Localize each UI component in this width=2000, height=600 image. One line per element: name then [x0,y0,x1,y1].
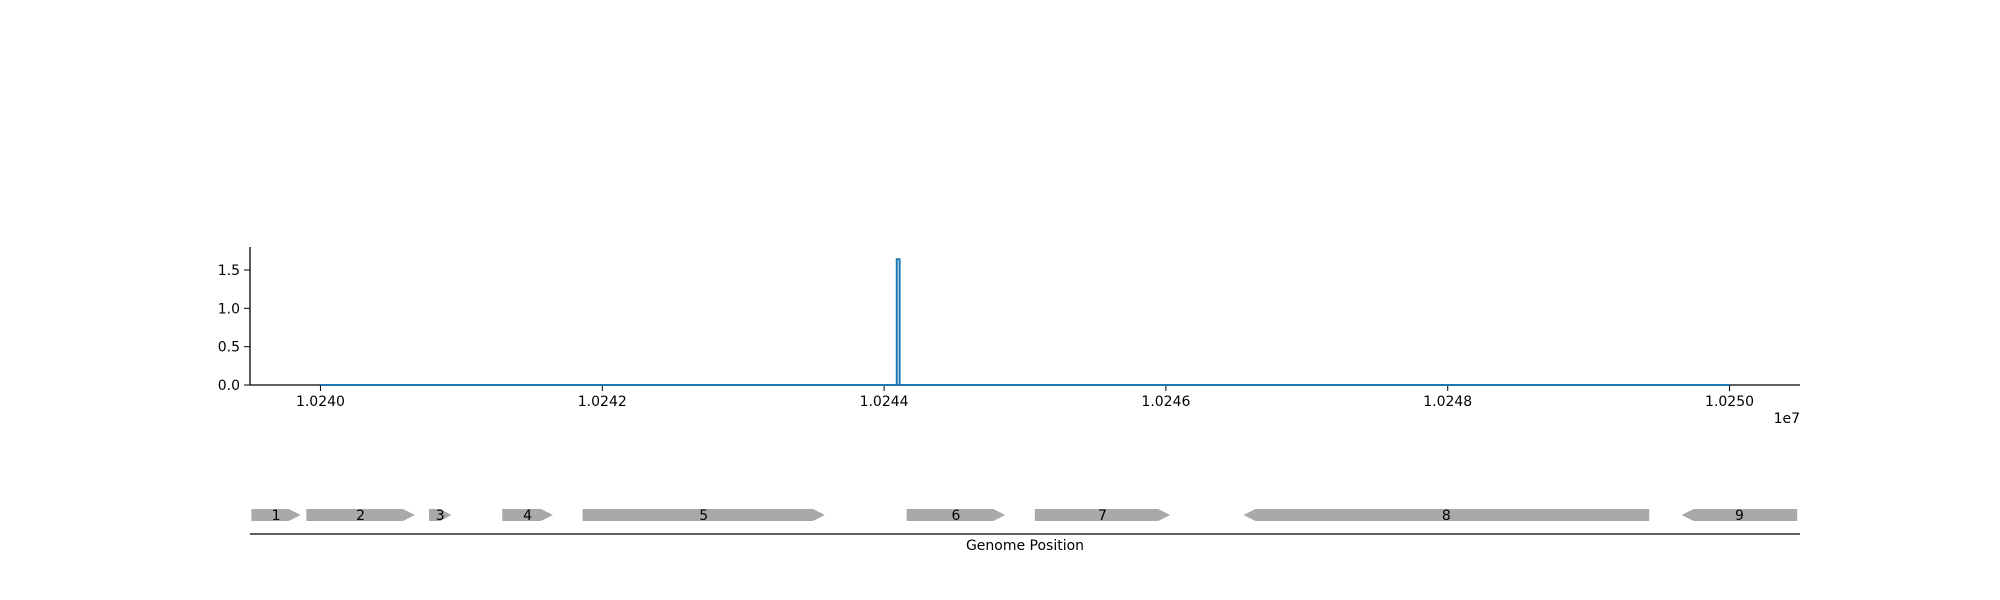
series-group [320,258,1730,386]
gene-track-xlabel: Genome Position [966,538,1084,554]
x-tick-label: 1.0248 [1423,394,1472,410]
coverage-line [320,258,1730,386]
x-tick-label: 1.0244 [860,394,909,410]
gene-label: 2 [356,508,365,524]
gene-label: 7 [1098,508,1107,524]
gene-arrow [251,509,301,521]
y-tick-label: 0.5 [218,340,240,356]
gene-label: 5 [699,508,708,524]
x-offset-label: 1e7 [1774,411,1800,427]
gene-arrow [582,509,825,521]
gene-label: 8 [1442,508,1451,524]
y-ticks: 0.0 0.5 1.0 1.5 [218,263,250,394]
gene-track: 1 2 3 4 5 6 7 8 9 Genome Position [250,508,1800,554]
gene-label: 4 [523,508,532,524]
x-tick-label: 1.0242 [578,394,627,410]
gene-arrow [1243,509,1650,521]
y-tick-label: 1.0 [218,301,240,317]
x-tick-label: 1.0250 [1705,394,1754,410]
coverage-plot: 0.00.51.01.5 1.0240 1.0242 1.0244 1.0246 1.0… [218,247,1800,427]
gene-label: 1 [272,508,281,524]
x-tick-label: 1.0240 [296,394,345,410]
y-tick-label: 0.0 [218,378,240,394]
gene-label: 3 [436,508,445,524]
y-tick-label: 1.5 [218,263,240,279]
x-ticks: 1.0240 1.0242 1.0244 1.0246 1.0248 1.0250 [296,385,1754,410]
x-tick-label: 1.0246 [1141,394,1190,410]
gene-arrow [1681,509,1798,521]
genes-group: 1 2 3 4 5 6 7 8 9 [251,508,1798,524]
gene-arrow [906,509,1006,521]
gene-label: 6 [951,508,960,524]
gene-arrow [306,509,415,521]
gene-label: 9 [1735,508,1744,524]
gene-arrow [1034,509,1171,521]
gene-arrow [502,509,553,521]
gene-arrow [428,509,452,521]
